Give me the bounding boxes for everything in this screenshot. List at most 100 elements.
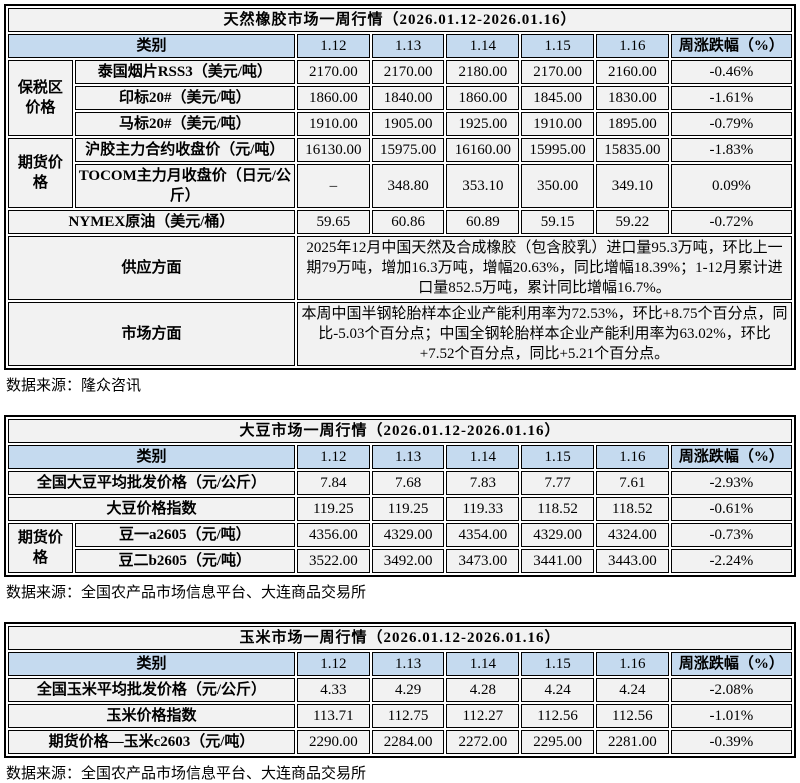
- market-label: 市场方面: [8, 302, 295, 366]
- value-cell: 1910.00: [296, 112, 370, 136]
- value-cell: –: [296, 164, 370, 208]
- change-cell: -1.83%: [670, 138, 792, 162]
- value-cell: 7.68: [371, 471, 445, 495]
- row-label: 豆二b2605（元/吨）: [74, 549, 295, 573]
- group-label-futures: 期货价格: [8, 523, 73, 573]
- rubber-market-table: 天然橡胶市场一周行情（2026.01.12-2026.01.16） 类别 1.1…: [4, 4, 796, 370]
- supply-label: 供应方面: [8, 236, 295, 300]
- column-header-date: 1.14: [446, 34, 520, 58]
- column-header-date: 1.14: [446, 652, 520, 676]
- column-header-category: 类别: [8, 445, 295, 469]
- value-cell: 2170.00: [296, 60, 370, 84]
- table-row: 豆二b2605（元/吨） 3522.00 3492.00 3473.00 344…: [8, 549, 792, 573]
- table-row: 期货价格 沪胶主力合约收盘价（元/吨） 16130.00 15975.00 16…: [8, 138, 792, 208]
- value-cell: 112.56: [595, 704, 669, 728]
- value-cell: 1925.00: [446, 112, 520, 136]
- table-row: NYMEX原油（美元/桶） 59.65 60.86 60.89 59.15 59…: [8, 210, 792, 234]
- value-cell: 59.15: [521, 210, 594, 234]
- value-cell: 15835.00: [595, 138, 669, 162]
- group-label-futures: 期货价格: [8, 138, 73, 208]
- value-cell: 1860.00: [296, 86, 370, 110]
- value-cell: 112.56: [521, 704, 594, 728]
- column-header-change: 周涨跌幅（%）: [670, 445, 792, 469]
- value-cell: 4.24: [521, 678, 594, 702]
- value-cell: 4.29: [371, 678, 445, 702]
- value-cell: 7.84: [296, 471, 370, 495]
- value-cell: 4324.00: [595, 523, 669, 547]
- change-cell: -0.46%: [670, 60, 792, 84]
- table-title-row: 大豆市场一周行情（2026.01.12-2026.01.16）: [8, 419, 792, 443]
- change-cell: -1.01%: [670, 704, 792, 728]
- value-cell: 1845.00: [521, 86, 594, 110]
- table-row: 马标20#（美元/吨） 1910.00 1905.00 1925.00 1910…: [8, 112, 792, 136]
- value-cell: 59.65: [296, 210, 370, 234]
- change-cell: -1.61%: [670, 86, 792, 110]
- value-cell: 60.86: [371, 210, 445, 234]
- value-cell: 349.10: [595, 164, 669, 208]
- source-note: 数据来源：全国农产品市场信息平台、大连商品交易所: [6, 585, 367, 601]
- value-cell: 4.28: [446, 678, 520, 702]
- value-cell: 4329.00: [521, 523, 594, 547]
- value-cell: 7.61: [595, 471, 669, 495]
- column-header-date: 1.12: [296, 445, 370, 469]
- table-row: 印标20#（美元/吨） 1860.00 1840.00 1860.00 1845…: [8, 86, 792, 110]
- value-cell: 112.75: [371, 704, 445, 728]
- table-row: 全国大豆平均批发价格（元/公斤） 7.84 7.68 7.83 7.77 7.6…: [8, 471, 792, 495]
- row-label: 印标20#（美元/吨）: [74, 86, 295, 110]
- value-cell: 4354.00: [446, 523, 520, 547]
- value-cell: 1905.00: [371, 112, 445, 136]
- value-cell: 4356.00: [296, 523, 370, 547]
- table-title-row: 玉米市场一周行情（2026.01.12-2026.01.16）: [8, 626, 792, 650]
- column-header-date: 1.14: [446, 445, 520, 469]
- value-cell: 2180.00: [446, 60, 520, 84]
- market-row: 市场方面 本周中国半钢轮胎样本企业产能利用率为72.53%，环比+8.75个百分…: [8, 302, 792, 366]
- value-cell: 1830.00: [595, 86, 669, 110]
- value-cell: 348.80: [371, 164, 445, 208]
- value-cell: 7.83: [446, 471, 520, 495]
- source-note: 数据来源：隆众咨讯: [6, 378, 142, 394]
- table-row: 全国玉米平均批发价格（元/公斤） 4.33 4.29 4.28 4.24 4.2…: [8, 678, 792, 702]
- value-cell: 4.24: [595, 678, 669, 702]
- row-label: 全国玉米平均批发价格（元/公斤）: [8, 678, 295, 702]
- value-cell: 3492.00: [371, 549, 445, 573]
- value-cell: 4329.00: [371, 523, 445, 547]
- row-label: 大豆价格指数: [8, 497, 295, 521]
- value-cell: 118.52: [521, 497, 594, 521]
- table-row: 大豆价格指数 119.25 119.25 119.33 118.52 118.5…: [8, 497, 792, 521]
- corn-market-table: 玉米市场一周行情（2026.01.12-2026.01.16） 类别 1.12 …: [4, 622, 796, 758]
- value-cell: 119.25: [296, 497, 370, 521]
- column-header-date: 1.16: [595, 445, 669, 469]
- value-cell: 1895.00: [595, 112, 669, 136]
- column-header-date: 1.15: [521, 652, 594, 676]
- table-title: 大豆市场一周行情（2026.01.12-2026.01.16）: [8, 419, 792, 443]
- column-header-date: 1.13: [371, 34, 445, 58]
- value-cell: 2295.00: [521, 730, 594, 754]
- value-cell: 15975.00: [371, 138, 445, 162]
- value-cell: 16160.00: [446, 138, 520, 162]
- change-cell: -0.61%: [670, 497, 792, 521]
- value-cell: 3443.00: [595, 549, 669, 573]
- column-header-date: 1.12: [296, 652, 370, 676]
- column-header-category: 类别: [8, 652, 295, 676]
- table-title: 天然橡胶市场一周行情（2026.01.12-2026.01.16）: [8, 8, 792, 32]
- value-cell: 119.25: [371, 497, 445, 521]
- value-cell: 1910.00: [521, 112, 594, 136]
- value-cell: 59.22: [595, 210, 669, 234]
- row-label: 全国大豆平均批发价格（元/公斤）: [8, 471, 295, 495]
- value-cell: 2284.00: [371, 730, 445, 754]
- table-row: 玉米价格指数 113.71 112.75 112.27 112.56 112.5…: [8, 704, 792, 728]
- table-header-row: 类别 1.12 1.13 1.14 1.15 1.16 周涨跌幅（%）: [8, 652, 792, 676]
- row-label: 马标20#（美元/吨）: [74, 112, 295, 136]
- row-label: NYMEX原油（美元/桶）: [8, 210, 295, 234]
- change-cell: -2.24%: [670, 549, 792, 573]
- value-cell: 2272.00: [446, 730, 520, 754]
- change-cell: -0.73%: [670, 523, 792, 547]
- soybean-market-table: 大豆市场一周行情（2026.01.12-2026.01.16） 类别 1.12 …: [4, 415, 796, 577]
- table-title-row: 天然橡胶市场一周行情（2026.01.12-2026.01.16）: [8, 8, 792, 32]
- row-label: TOCOM主力月收盘价（日元/公斤）: [74, 164, 295, 208]
- table-title: 玉米市场一周行情（2026.01.12-2026.01.16）: [8, 626, 792, 650]
- column-header-change: 周涨跌幅（%）: [670, 652, 792, 676]
- table-row: 期货价格—玉米c2603（元/吨） 2290.00 2284.00 2272.0…: [8, 730, 792, 754]
- value-cell: 16130.00: [296, 138, 370, 162]
